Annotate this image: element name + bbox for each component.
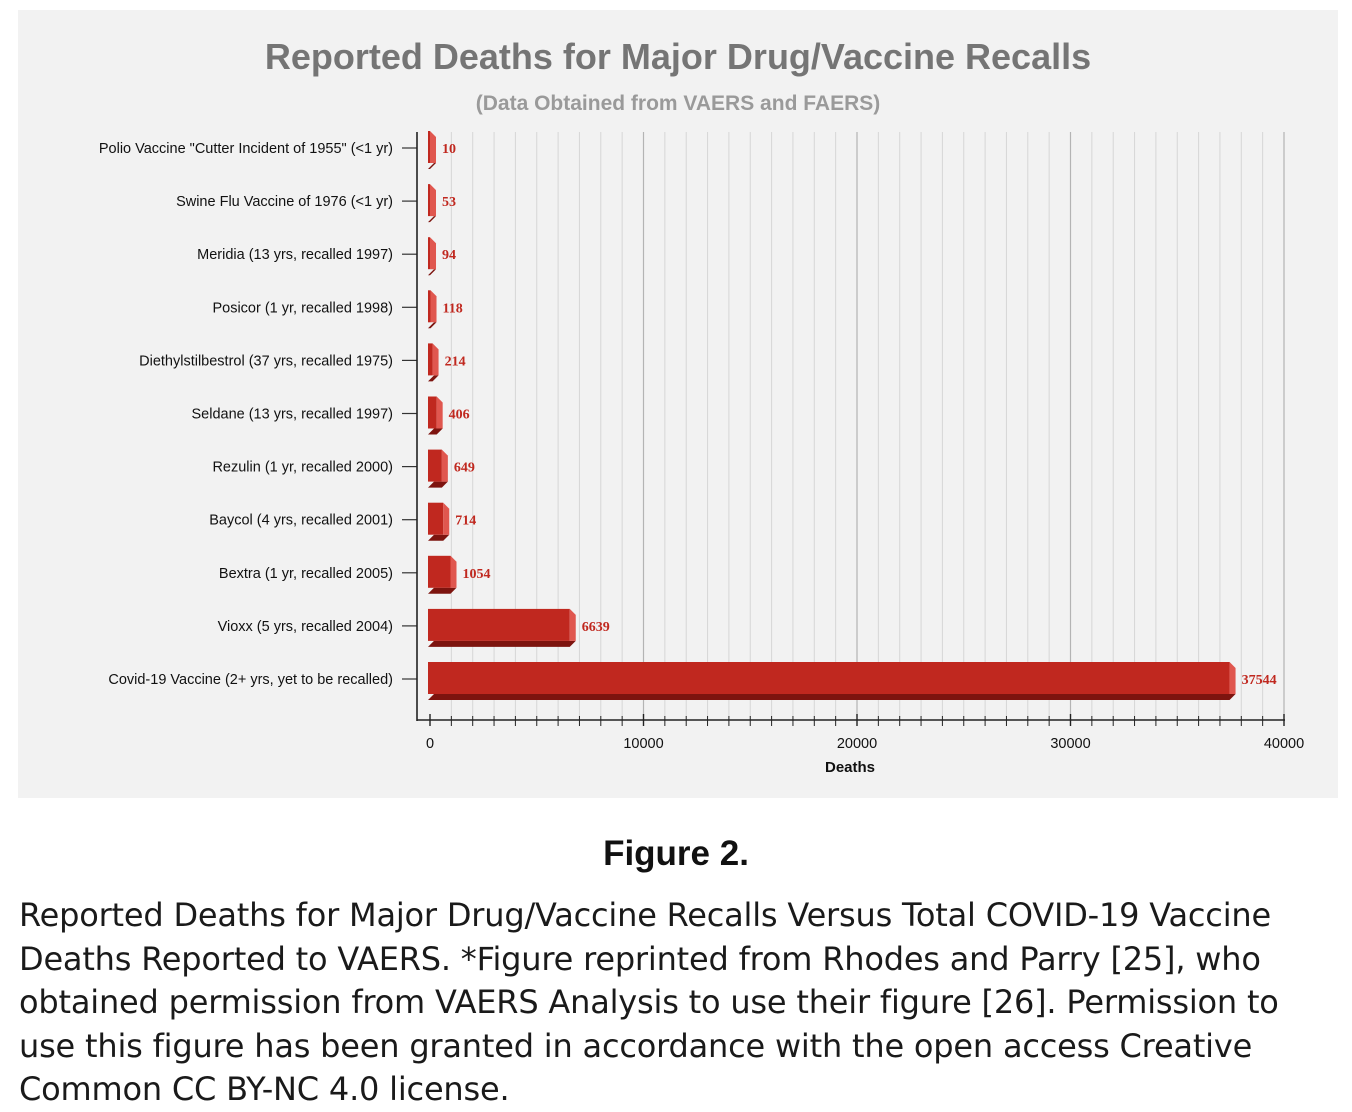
bar-bottom-face [428, 640, 576, 647]
bar: 649 [428, 449, 475, 488]
category-label: Polio Vaccine "Cutter Incident of 1955" … [99, 141, 393, 157]
bar: 214 [428, 343, 466, 382]
bar-bottom-face [428, 694, 1236, 700]
bar-end-face [441, 449, 448, 482]
bar-bottom-face [428, 428, 443, 435]
x-tick-label: 30000 [1050, 736, 1090, 752]
bar: 94 [428, 237, 456, 276]
bar: 6639 [428, 608, 610, 647]
category-label: Seldane (13 yrs, recalled 1997) [191, 407, 393, 423]
bar-end-face [430, 131, 436, 163]
category-label: Vioxx (5 yrs, recalled 2004) [218, 619, 393, 635]
bar-end-face [430, 237, 437, 270]
bar-end-face [450, 555, 457, 588]
bar: 37544 [428, 662, 1277, 700]
bar-bottom-face [428, 269, 437, 276]
x-axis-label: Deaths [825, 759, 875, 776]
grid-lines [450, 132, 1285, 717]
bar-front-face [428, 608, 570, 641]
bar-end-face [1229, 662, 1236, 694]
x-tick-label: 0 [426, 736, 434, 752]
figure-caption: Reported Deaths for Major Drug/Vaccine R… [19, 896, 1279, 1108]
bar-chart: Reported Deaths for Major Drug/Vaccine R… [99, 36, 1304, 776]
bar-front-face [428, 343, 433, 376]
x-tick-label: 40000 [1264, 736, 1304, 752]
bar-bottom-face [428, 163, 436, 169]
axes: 0 10000 20000 30000 40000 [402, 132, 1304, 752]
category-labels: Polio Vaccine "Cutter Incident of 1955" … [99, 141, 393, 688]
category-label: Covid-19 Vaccine (2+ yrs, yet to be reca… [108, 672, 393, 688]
category-label: Baycol (4 yrs, recalled 2001) [209, 513, 393, 529]
x-tick-label: 20000 [837, 736, 877, 752]
bar-front-face [428, 290, 431, 323]
bar-front-face [428, 662, 1230, 694]
bars: 10 53 94 118 214 406 649 714 1054 6639 37544 [428, 131, 1277, 700]
bar: 1054 [428, 555, 491, 594]
category-label: Diethylstilbestrol (37 yrs, recalled 197… [139, 353, 393, 369]
bar: 714 [428, 502, 476, 541]
category-label: Posicor (1 yr, recalled 1998) [212, 300, 393, 316]
bar-front-face [428, 396, 437, 429]
bar-front-face [428, 131, 430, 163]
bar-value-label: 53 [442, 195, 456, 210]
x-tick-label: 10000 [623, 736, 663, 752]
bar-end-face [430, 290, 437, 323]
bar-bottom-face [428, 322, 437, 329]
bar-value-label: 37544 [1242, 673, 1277, 688]
bar-front-face [428, 502, 444, 535]
bar-end-face [430, 184, 436, 217]
chart-title: Reported Deaths for Major Drug/Vaccine R… [265, 36, 1091, 77]
bar-value-label: 714 [455, 514, 476, 529]
bar-value-label: 1054 [463, 567, 491, 582]
bar-bottom-face [428, 534, 450, 541]
bar-bottom-face [428, 481, 448, 488]
category-label: Rezulin (1 yr, recalled 2000) [212, 460, 393, 476]
bar-value-label: 406 [449, 408, 470, 423]
bar-front-face [428, 449, 442, 482]
bar-end-face [569, 608, 576, 641]
chart-subtitle: (Data Obtained from VAERS and FAERS) [476, 92, 881, 115]
bar-value-label: 94 [442, 248, 456, 263]
bar: 10 [428, 131, 456, 169]
chart-panel: Reported Deaths for Major Drug/Vaccine R… [18, 10, 1338, 798]
bar-end-face [443, 502, 450, 535]
bar: 406 [428, 396, 470, 435]
bar-bottom-face [428, 375, 439, 382]
bar-end-face [436, 396, 443, 429]
bar-value-label: 6639 [582, 620, 610, 635]
bar-bottom-face [428, 216, 436, 223]
bar-value-label: 118 [443, 301, 463, 316]
bar-value-label: 214 [445, 354, 466, 369]
bar: 53 [428, 184, 456, 223]
bar-front-face [428, 555, 451, 588]
figure-label: Figure 2. [603, 834, 749, 873]
bar-bottom-face [428, 587, 457, 594]
bar-front-face [428, 237, 431, 270]
category-label: Meridia (13 yrs, recalled 1997) [197, 247, 393, 263]
bar-front-face [428, 184, 430, 217]
bar-value-label: 649 [454, 461, 475, 476]
bar-value-label: 10 [442, 142, 456, 157]
category-label: Swine Flu Vaccine of 1976 (<1 yr) [176, 194, 393, 210]
bar: 118 [428, 290, 463, 329]
category-label: Bextra (1 yr, recalled 2005) [219, 566, 393, 582]
bar-end-face [432, 343, 439, 376]
